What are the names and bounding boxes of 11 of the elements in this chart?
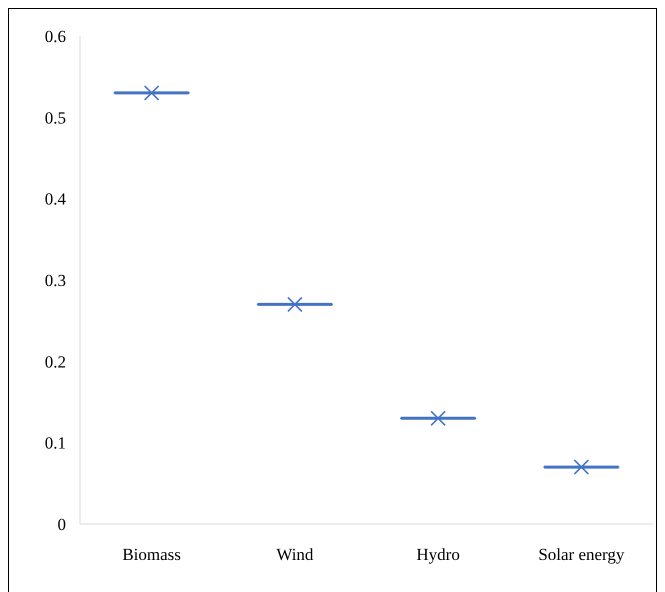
y-tick-label: 0.3 [44,270,66,290]
y-tick-label: 0 [58,514,66,534]
x-tick-label: Biomass [122,545,181,564]
x-tick-label: Wind [276,545,314,564]
y-tick-label: 0.1 [44,434,66,453]
y-tick-label: 0.6 [44,26,66,46]
y-tick-label: 0.5 [44,108,66,128]
x-tick-label: Hydro [416,545,460,564]
y-tick-label: 0.4 [44,190,66,209]
x-tick-label: Solar energy [538,545,625,564]
y-tick-label: 0.2 [44,352,66,372]
